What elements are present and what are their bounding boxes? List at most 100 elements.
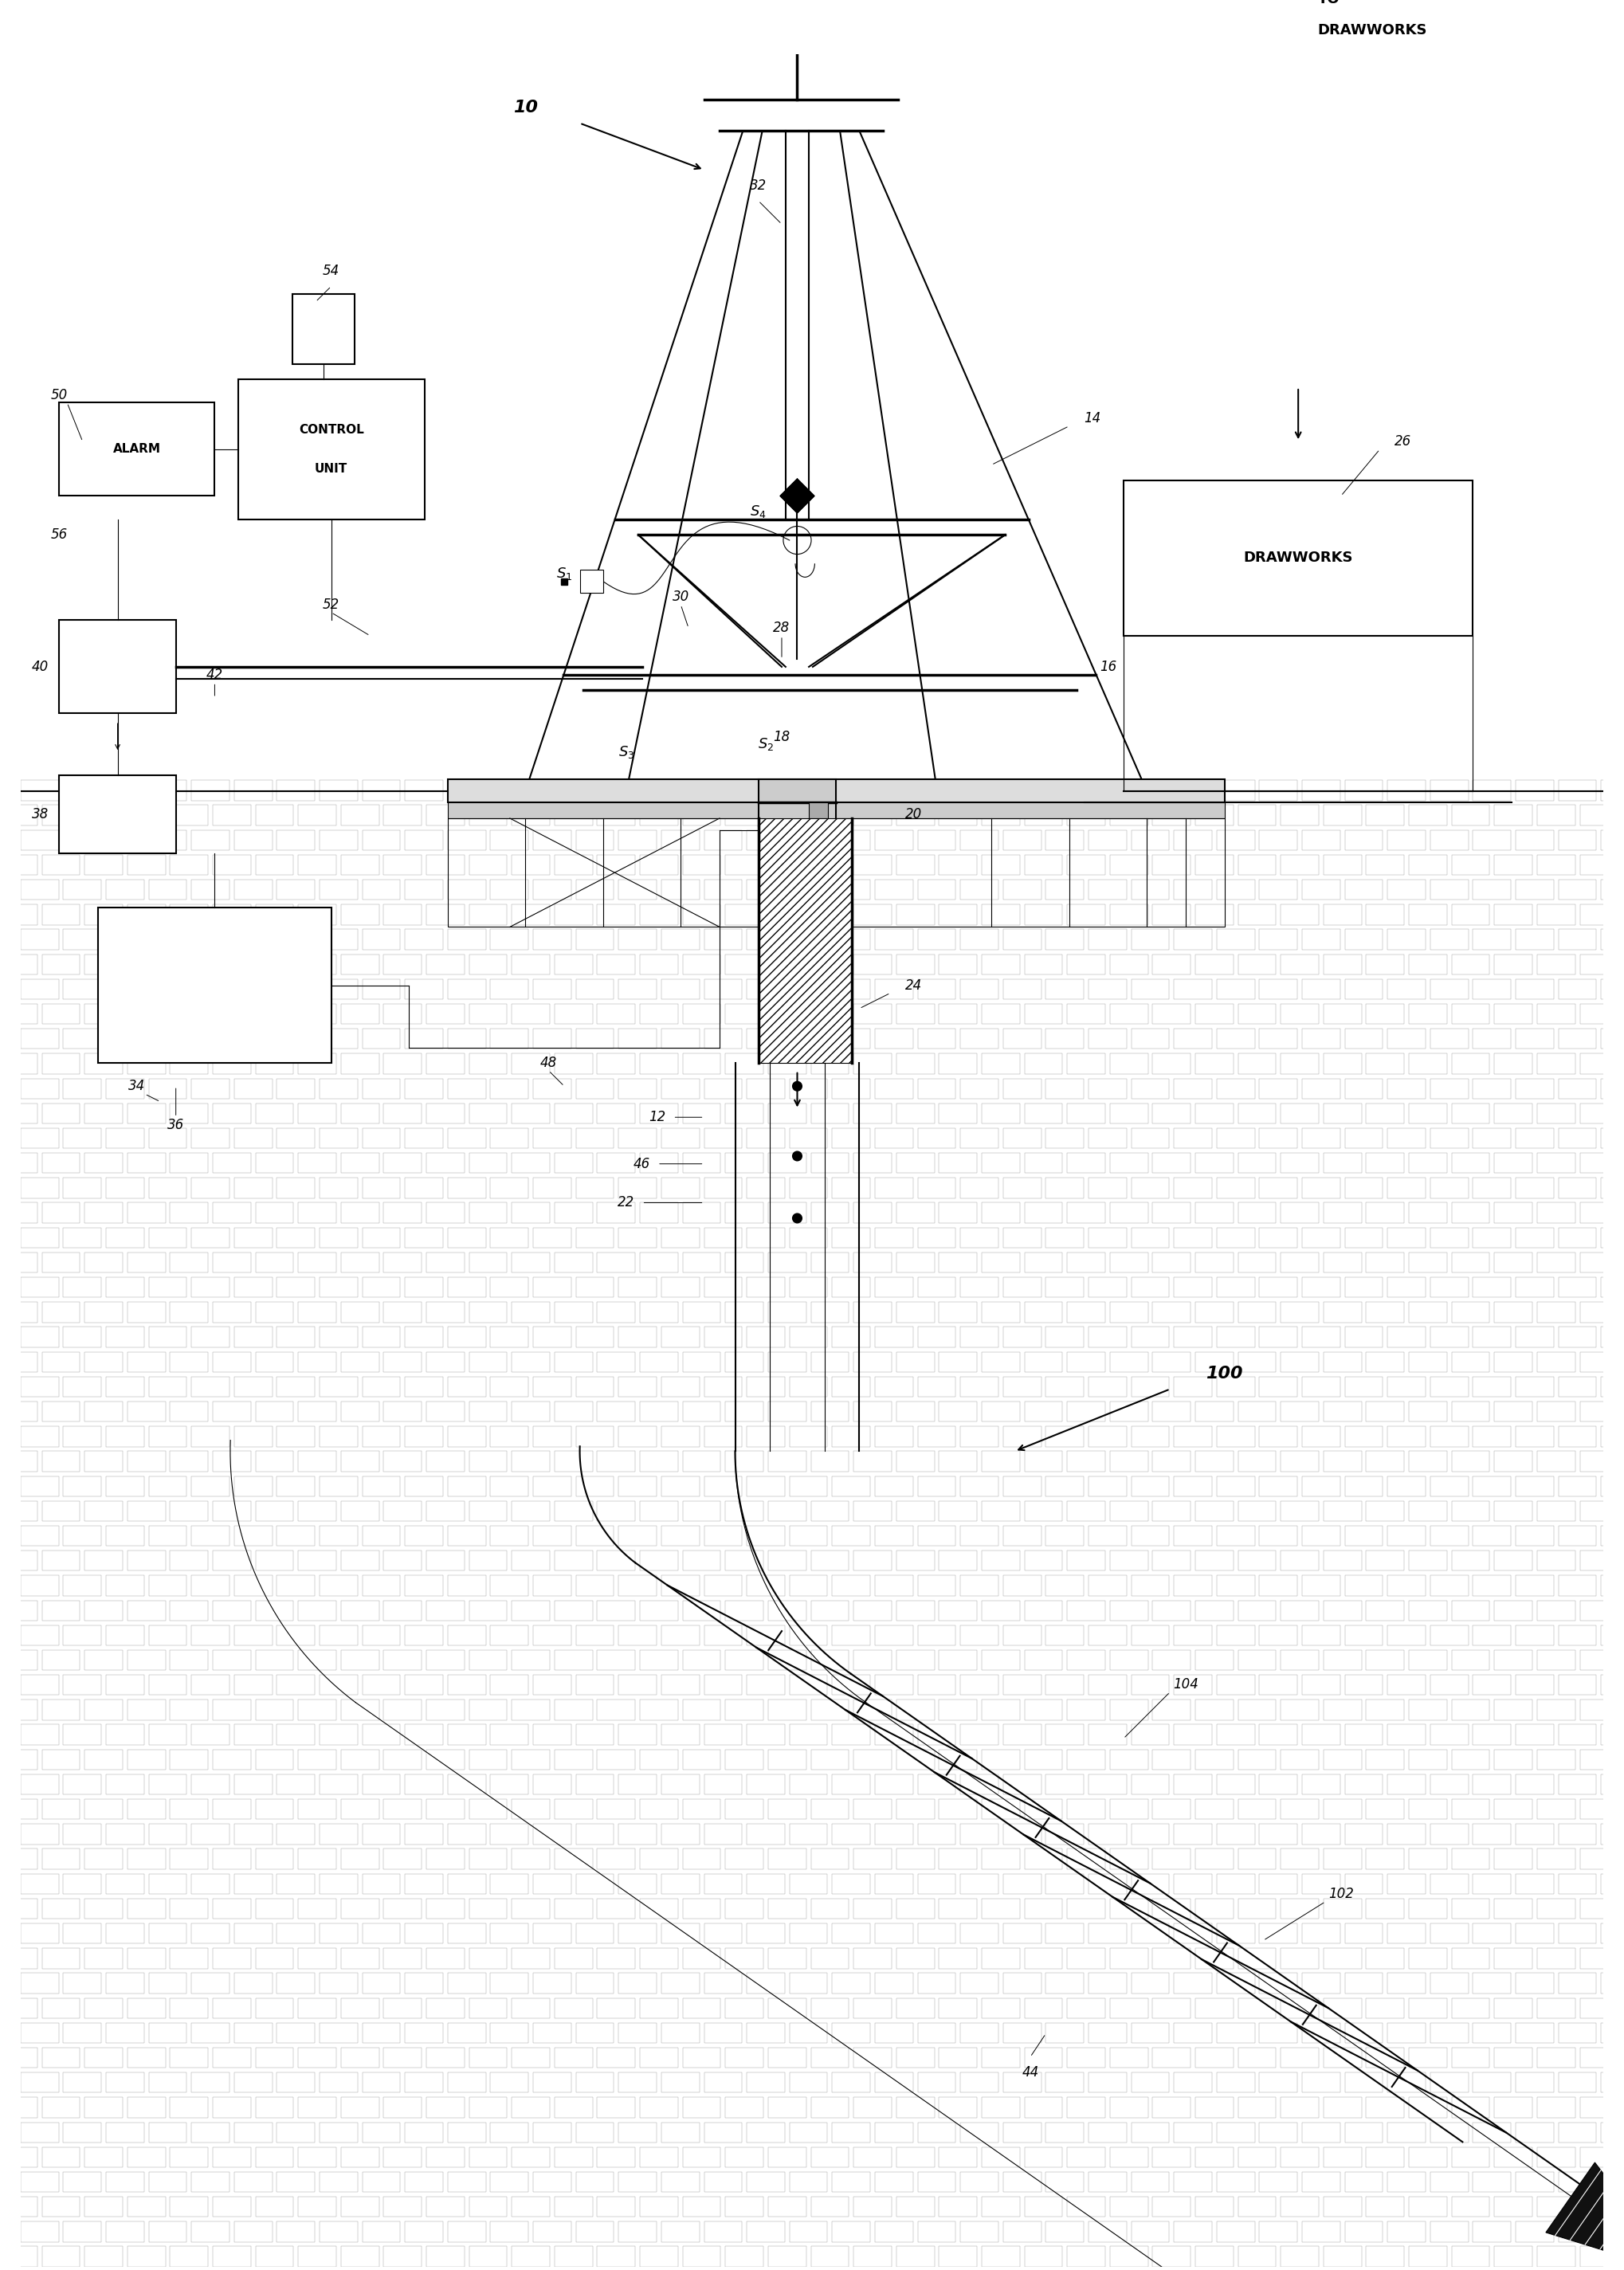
Bar bbox=[1174, 928, 1212, 949]
Bar bbox=[255, 1948, 294, 1968]
Bar bbox=[1410, 2197, 1447, 2218]
Bar bbox=[383, 1451, 422, 1471]
Bar bbox=[490, 2023, 528, 2043]
Bar bbox=[1281, 806, 1319, 826]
Bar bbox=[362, 1923, 401, 1943]
Bar bbox=[577, 2222, 614, 2243]
Bar bbox=[1237, 1948, 1276, 1968]
Bar bbox=[1431, 1525, 1468, 1546]
Bar bbox=[1153, 1153, 1190, 1174]
Bar bbox=[896, 1353, 934, 1371]
Bar bbox=[554, 806, 593, 826]
Bar bbox=[320, 2073, 357, 2093]
Bar bbox=[63, 1825, 101, 1843]
Bar bbox=[1536, 1053, 1575, 1074]
Bar bbox=[577, 1825, 614, 1843]
Bar bbox=[362, 1426, 401, 1446]
Bar bbox=[1132, 2222, 1169, 2243]
Bar bbox=[1559, 1078, 1596, 1099]
Bar bbox=[1515, 831, 1554, 849]
Bar bbox=[42, 1898, 80, 1918]
Bar bbox=[682, 2048, 721, 2068]
Bar bbox=[1515, 928, 1554, 949]
Bar bbox=[1237, 953, 1276, 974]
Bar bbox=[554, 1550, 593, 1571]
Bar bbox=[63, 2122, 101, 2143]
Bar bbox=[42, 1203, 80, 1224]
Circle shape bbox=[793, 1151, 802, 1160]
Bar bbox=[448, 1873, 486, 1893]
Bar bbox=[1109, 2048, 1148, 2068]
Bar bbox=[619, 1525, 656, 1546]
Bar bbox=[1025, 806, 1062, 826]
Bar bbox=[276, 1278, 315, 1298]
Bar bbox=[875, 1775, 913, 1796]
Bar bbox=[63, 1278, 101, 1298]
Bar bbox=[213, 1650, 250, 1671]
Bar bbox=[1302, 1476, 1340, 1496]
Polygon shape bbox=[1546, 2163, 1624, 2261]
Bar bbox=[598, 953, 635, 974]
Bar bbox=[362, 878, 401, 899]
Bar bbox=[320, 1178, 357, 1199]
Bar bbox=[533, 1426, 572, 1446]
Bar bbox=[341, 1103, 378, 1124]
Bar bbox=[0, 1103, 37, 1124]
Bar bbox=[554, 1998, 593, 2018]
Bar bbox=[1452, 1401, 1489, 1421]
Bar bbox=[831, 2122, 870, 2143]
Bar bbox=[831, 2023, 870, 2043]
Bar bbox=[554, 1303, 593, 1323]
Bar bbox=[1366, 1500, 1405, 1521]
Bar bbox=[299, 1401, 336, 1421]
Bar bbox=[789, 1376, 828, 1396]
Bar bbox=[1536, 2247, 1575, 2268]
Bar bbox=[1473, 2023, 1510, 2043]
Bar bbox=[1324, 1053, 1361, 1074]
Bar bbox=[726, 1053, 763, 1074]
Bar bbox=[810, 1401, 849, 1421]
Bar bbox=[939, 856, 978, 874]
Bar bbox=[234, 2222, 273, 2243]
Bar bbox=[1536, 1203, 1575, 1224]
Bar bbox=[1067, 1203, 1106, 1224]
Bar bbox=[1088, 1078, 1127, 1099]
Bar bbox=[276, 1873, 315, 1893]
Bar bbox=[234, 1476, 273, 1496]
Bar bbox=[960, 1625, 999, 1646]
Bar bbox=[84, 2247, 123, 2268]
Text: 12: 12 bbox=[650, 1110, 666, 1124]
Bar bbox=[362, 1178, 401, 1199]
Bar bbox=[875, 1228, 913, 1249]
Bar bbox=[1004, 1476, 1041, 1496]
Bar bbox=[299, 1203, 336, 1224]
Bar bbox=[896, 1153, 934, 1174]
Bar bbox=[1515, 1228, 1554, 1249]
Bar bbox=[661, 1725, 700, 1746]
Bar bbox=[983, 1848, 1020, 1868]
Bar bbox=[960, 2122, 999, 2143]
Bar bbox=[234, 1825, 273, 1843]
Bar bbox=[84, 1848, 123, 1868]
Bar bbox=[554, 953, 593, 974]
Bar bbox=[213, 1550, 250, 1571]
Bar bbox=[448, 1328, 486, 1346]
Bar bbox=[427, 1800, 464, 1818]
Bar bbox=[810, 1500, 849, 1521]
Bar bbox=[1195, 1103, 1233, 1124]
Bar bbox=[1601, 928, 1624, 949]
Bar bbox=[896, 2247, 934, 2268]
Bar bbox=[171, 2247, 208, 2268]
Bar bbox=[127, 1500, 166, 1521]
Bar bbox=[427, 1153, 464, 1174]
Bar bbox=[577, 928, 614, 949]
Bar bbox=[1195, 1848, 1233, 1868]
Bar bbox=[1004, 1725, 1041, 1746]
Bar bbox=[1046, 2023, 1083, 2043]
Bar bbox=[661, 1426, 700, 1446]
Bar bbox=[1494, 2048, 1533, 2068]
Bar bbox=[149, 1725, 187, 1746]
Bar bbox=[1580, 953, 1618, 974]
Bar bbox=[106, 2073, 145, 2093]
Bar bbox=[1195, 856, 1233, 874]
